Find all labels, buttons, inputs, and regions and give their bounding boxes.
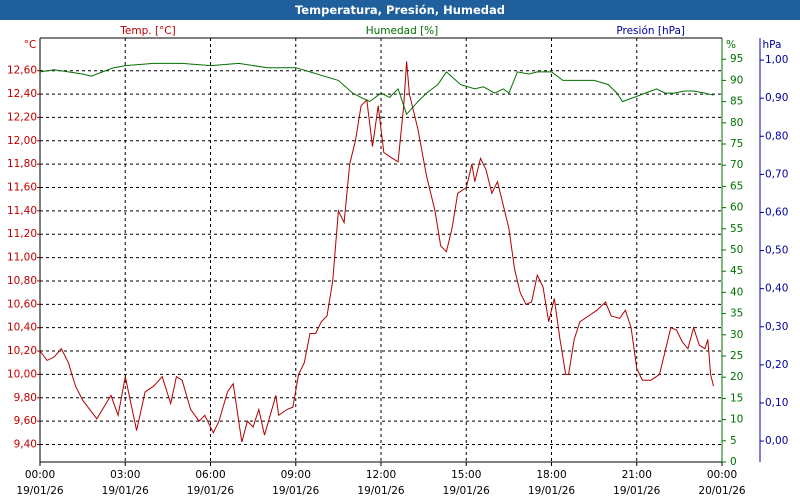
series-line [39,62,714,116]
y-unit: °C [24,39,37,51]
y2-tick-label: 95 [730,53,743,65]
legend-label: Temp. [°C] [119,25,175,37]
y2-tick-label: 30 [730,329,743,341]
y3-tick-label: 0,70 [765,168,788,180]
x-tick-date: 19/01/26 [613,485,660,497]
x-tick-date: 19/01/26 [16,485,63,497]
y-tick-label: 11,80 [7,158,37,170]
y-tick-label: 9,40 [14,438,37,450]
y-tick-label: 12,00 [7,135,37,147]
x-tick-date: 19/01/26 [357,485,404,497]
y3-tick-label: 0,80 [765,130,788,142]
y2-tick-label: 90 [730,74,743,86]
y-tick-label: 12,40 [7,88,37,100]
y2-tick-label: 40 [730,286,743,298]
x-tick-label: 18:00 [536,469,566,481]
y-tick-label: 10,00 [7,368,37,380]
x-tick-label: 03:00 [110,469,140,481]
y2-tick-label: 85 [730,96,743,108]
y3-tick-label: 0,60 [765,206,788,218]
y2-tick-label: 45 [730,265,743,277]
x-tick-label: 06:00 [195,469,225,481]
x-tick-date: 19/01/26 [272,485,319,497]
y-tick-label: 11,00 [7,252,37,264]
y3-tick-label: 0,40 [765,283,788,295]
y2-unit: % [726,39,736,51]
x-tick-label: 00:00 [707,469,737,481]
y-tick-label: 11,40 [7,205,37,217]
y-tick-label: 11,20 [7,228,37,240]
series-line [39,61,714,443]
legend-label: Humedad [%] [366,25,439,37]
y3-tick-label: 0,10 [765,397,788,409]
y3-tick-label: 0,90 [765,92,788,104]
x-tick-label: 09:00 [281,469,311,481]
y-tick-label: 10,60 [7,298,37,310]
x-tick-label: 00:00 [25,469,55,481]
x-tick-date: 20/01/26 [698,485,745,497]
x-tick-date: 19/01/26 [528,485,575,497]
y-tick-label: 10,40 [7,322,37,334]
y2-tick-label: 70 [730,159,743,171]
y3-unit: hPa [763,39,782,51]
y2-tick-label: 20 [730,371,743,383]
x-tick-date: 19/01/26 [443,485,490,497]
y3-tick-label: 0,00 [765,435,788,447]
y3-tick-label: 0,50 [765,245,788,257]
y-tick-label: 9,60 [14,415,37,427]
y2-tick-label: 60 [730,202,743,214]
y2-tick-label: 15 [730,392,743,404]
y2-tick-label: 10 [730,414,743,426]
y2-tick-label: 75 [730,138,743,150]
y-tick-label: 10,80 [7,275,37,287]
x-tick-label: 21:00 [622,469,652,481]
y3-label: Presión [hPa] [616,25,685,37]
y3-tick-label: 0,20 [765,359,788,371]
y2-tick-label: 80 [730,117,743,129]
x-tick-label: 15:00 [451,469,481,481]
y2-tick-label: 5 [730,435,737,447]
x-tick-date: 19/01/26 [102,485,149,497]
x-tick-date: 19/01/26 [187,485,234,497]
y3-tick-label: 0,30 [765,321,788,333]
y-tick-label: 12,60 [7,65,37,77]
title-bar [0,0,800,20]
y2-tick-label: 50 [730,244,743,256]
y2-tick-label: 65 [730,180,743,192]
y2-tick-label: 25 [730,350,743,362]
chart-title: Temperatura, Presión, Humedad [295,3,505,17]
x-tick-label: 12:00 [366,469,396,481]
y-tick-label: 11,60 [7,182,37,194]
y-tick-label: 12,20 [7,111,37,123]
y2-tick-label: 0 [730,456,737,468]
y-tick-label: 9,80 [14,392,37,404]
y3-tick-label: 1,00 [765,54,788,66]
y2-tick-label: 35 [730,308,743,320]
y-tick-label: 10,20 [7,345,37,357]
y2-tick-label: 55 [730,223,743,235]
